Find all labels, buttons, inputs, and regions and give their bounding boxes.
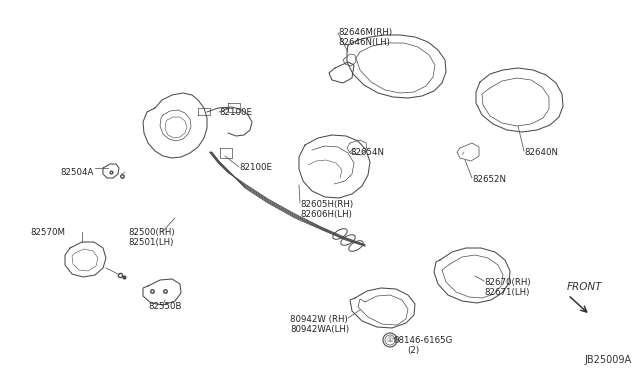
Text: 82654N: 82654N xyxy=(350,148,384,157)
Text: 82670(RH): 82670(RH) xyxy=(484,278,531,287)
Text: 82640N: 82640N xyxy=(524,148,558,157)
Text: 08146-6165G: 08146-6165G xyxy=(393,336,452,345)
Text: ①: ① xyxy=(387,337,393,343)
Text: 82652N: 82652N xyxy=(472,175,506,184)
Text: 82500(RH): 82500(RH) xyxy=(128,228,175,237)
Text: JB25009A: JB25009A xyxy=(585,355,632,365)
Text: 80942WA(LH): 80942WA(LH) xyxy=(290,325,349,334)
Text: 82646N(LH): 82646N(LH) xyxy=(338,38,390,47)
Text: 82100E: 82100E xyxy=(219,108,252,117)
Text: 82100E: 82100E xyxy=(239,163,272,172)
Text: 82671(LH): 82671(LH) xyxy=(484,288,529,297)
Text: 82646M(RH): 82646M(RH) xyxy=(338,28,392,37)
Text: 80942W (RH): 80942W (RH) xyxy=(290,315,348,324)
Text: 82550B: 82550B xyxy=(148,302,182,311)
Text: FRONT: FRONT xyxy=(567,282,602,292)
Text: 82605H(RH): 82605H(RH) xyxy=(300,200,353,209)
Text: 82606H(LH): 82606H(LH) xyxy=(300,210,352,219)
Text: (2): (2) xyxy=(407,346,419,355)
Text: 82570M: 82570M xyxy=(30,228,65,237)
Text: 82501(LH): 82501(LH) xyxy=(128,238,173,247)
Text: 82504A: 82504A xyxy=(60,168,93,177)
